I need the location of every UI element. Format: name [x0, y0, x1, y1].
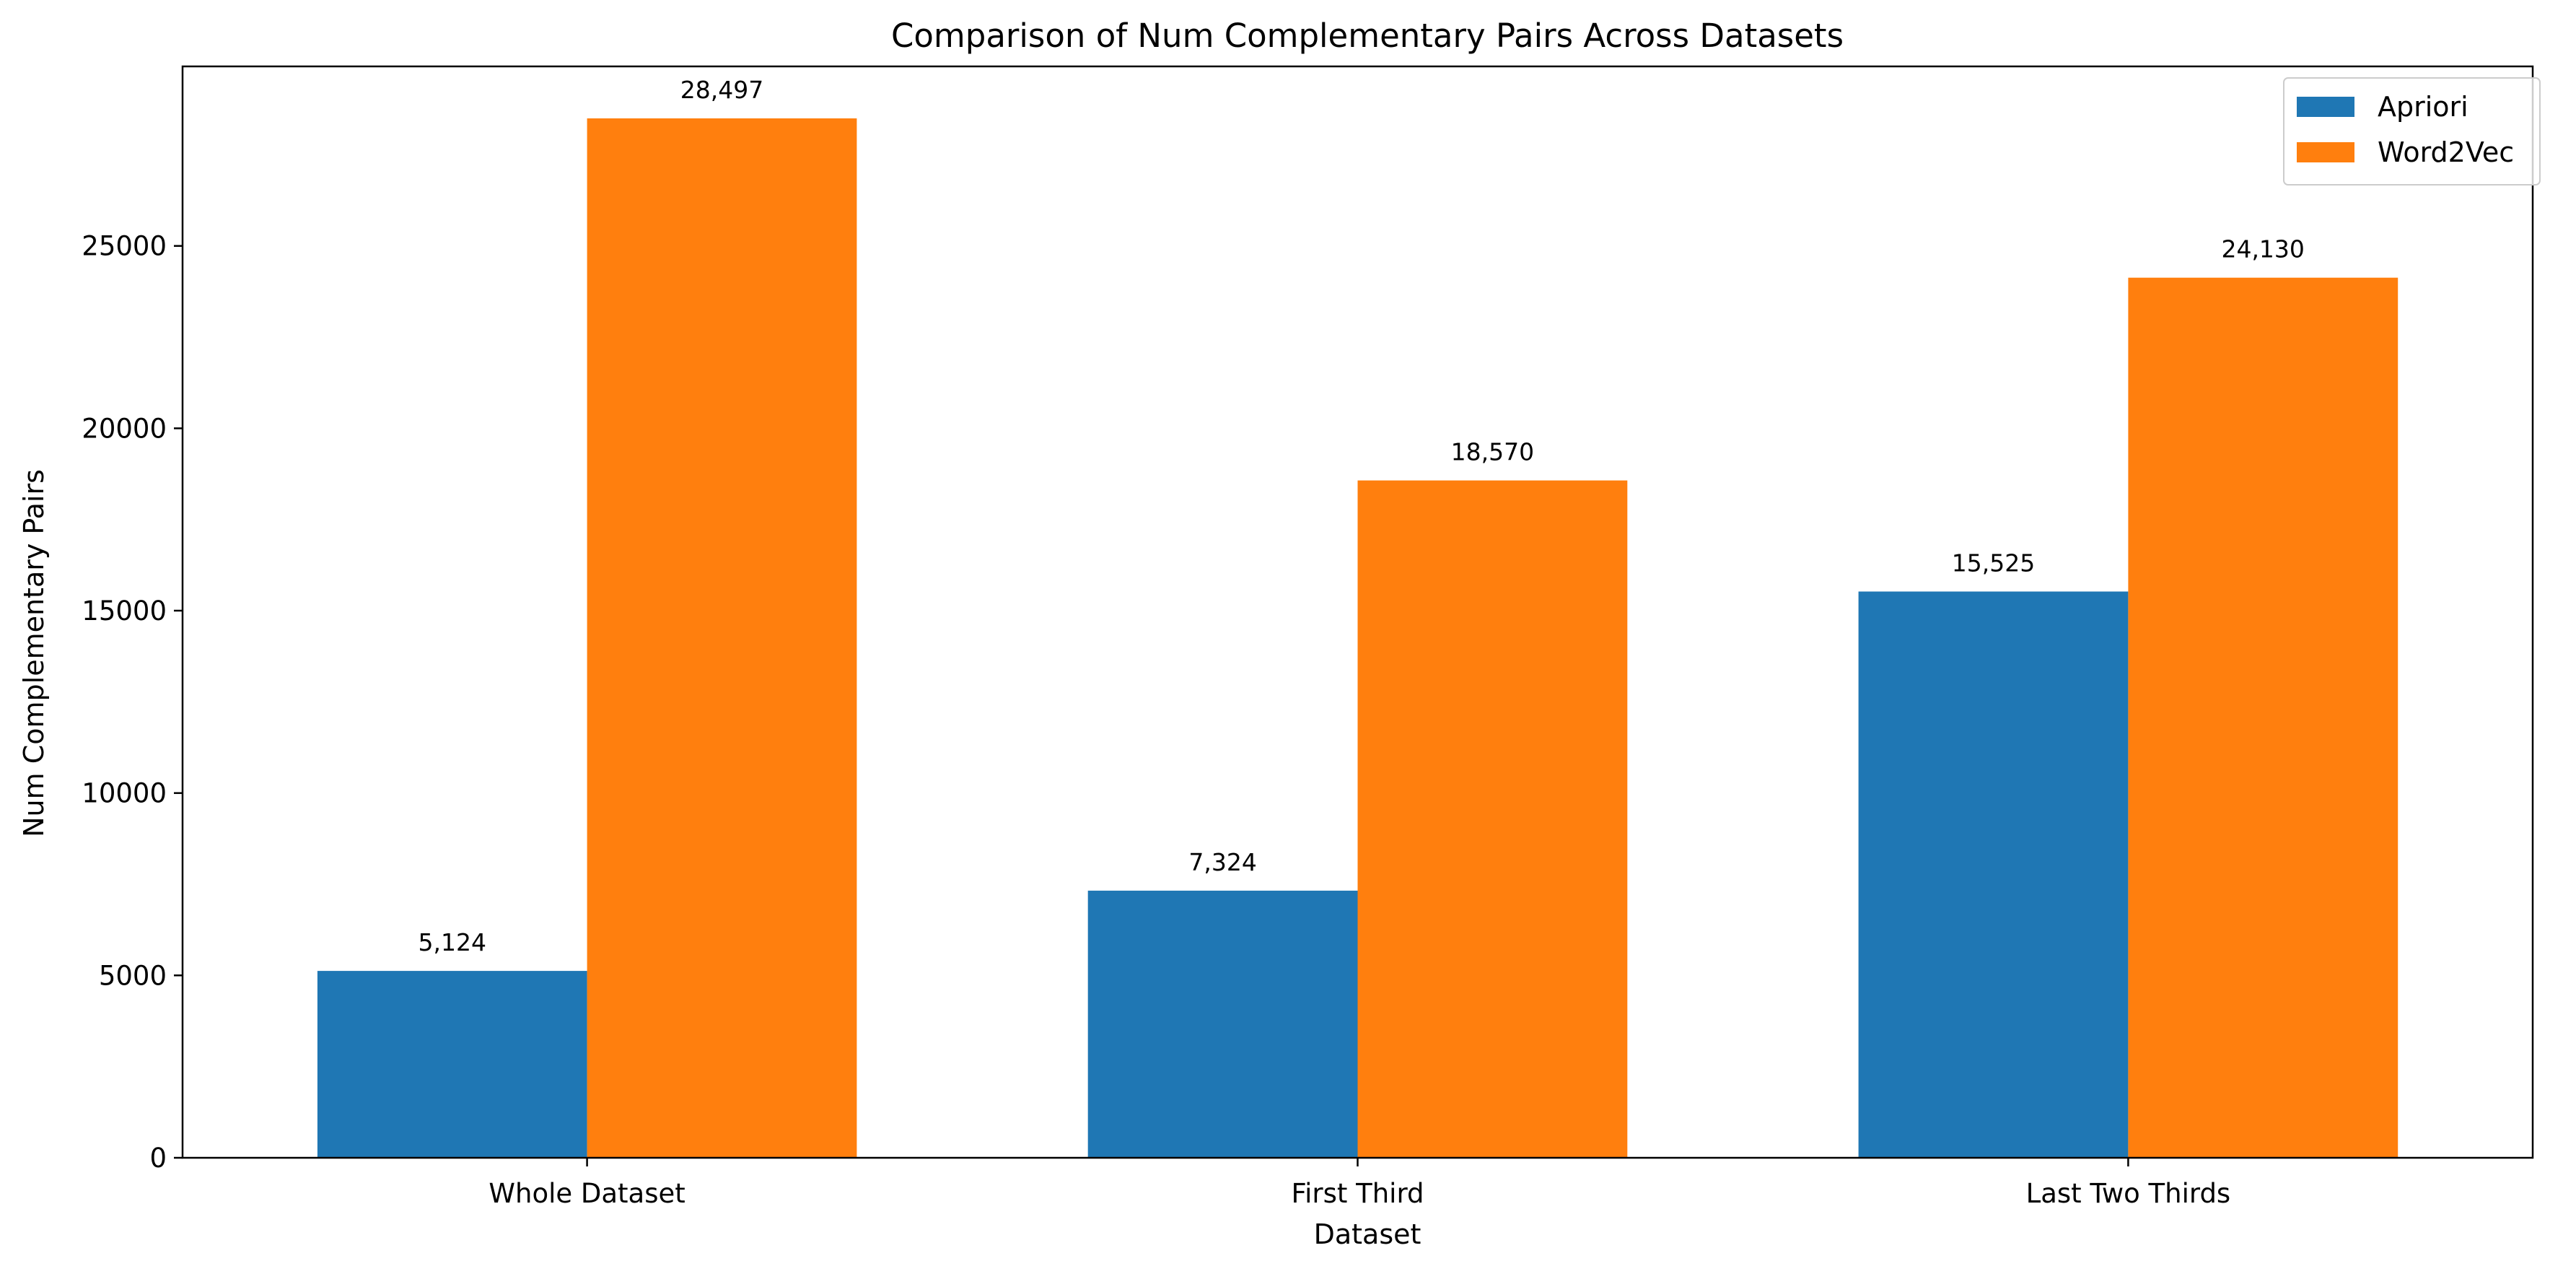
- data-label: 7,324: [1188, 848, 1256, 876]
- x-axis-label: Dataset: [1314, 1218, 1421, 1250]
- legend-label-apriori: Apriori: [2378, 91, 2468, 123]
- bar-word2vec-2: [2128, 277, 2398, 1159]
- data-labels-layer: 5,124 28,497 7,324 18,570 15,525 24,130: [419, 76, 2305, 956]
- y-tick-label: 5000: [99, 960, 167, 991]
- bar-apriori-1: [1087, 890, 1358, 1158]
- chart-title: Comparison of Num Complementary Pairs Ac…: [891, 17, 1844, 55]
- data-label: 5,124: [419, 928, 486, 956]
- y-tick-label: 25000: [82, 231, 167, 262]
- data-label: 28,497: [680, 76, 763, 104]
- bar-word2vec-1: [1357, 480, 1628, 1158]
- y-tick-label: 15000: [82, 595, 167, 627]
- legend-swatch-apriori: [2297, 97, 2354, 117]
- legend-swatch-word2vec: [2297, 142, 2354, 162]
- bar-apriori-0: [317, 971, 587, 1158]
- legend: Apriori Word2Vec: [2283, 77, 2541, 186]
- x-tick-label: Last Two Thirds: [2026, 1178, 2231, 1209]
- axes-layer: 0 5000 10000 15000 20000 25000 Whole Dataset Fi…: [82, 65, 2534, 1209]
- bar-apriori-2: [1858, 591, 2129, 1158]
- y-tick-label: 20000: [82, 413, 167, 444]
- y-tick-label: 0: [149, 1143, 167, 1174]
- x-tick-label: First Third: [1291, 1178, 1424, 1209]
- x-tick-label: Whole Dataset: [489, 1178, 685, 1209]
- bars-layer: [317, 118, 2398, 1159]
- y-tick-label: 10000: [82, 778, 167, 809]
- data-label: 18,570: [1451, 438, 1534, 466]
- data-label: 24,130: [2221, 235, 2304, 263]
- bar-word2vec-0: [587, 118, 857, 1158]
- legend-label-word2vec: Word2Vec: [2378, 136, 2514, 168]
- data-label: 15,525: [1952, 549, 2035, 577]
- y-axis-label: Num Complementary Pairs: [18, 469, 50, 837]
